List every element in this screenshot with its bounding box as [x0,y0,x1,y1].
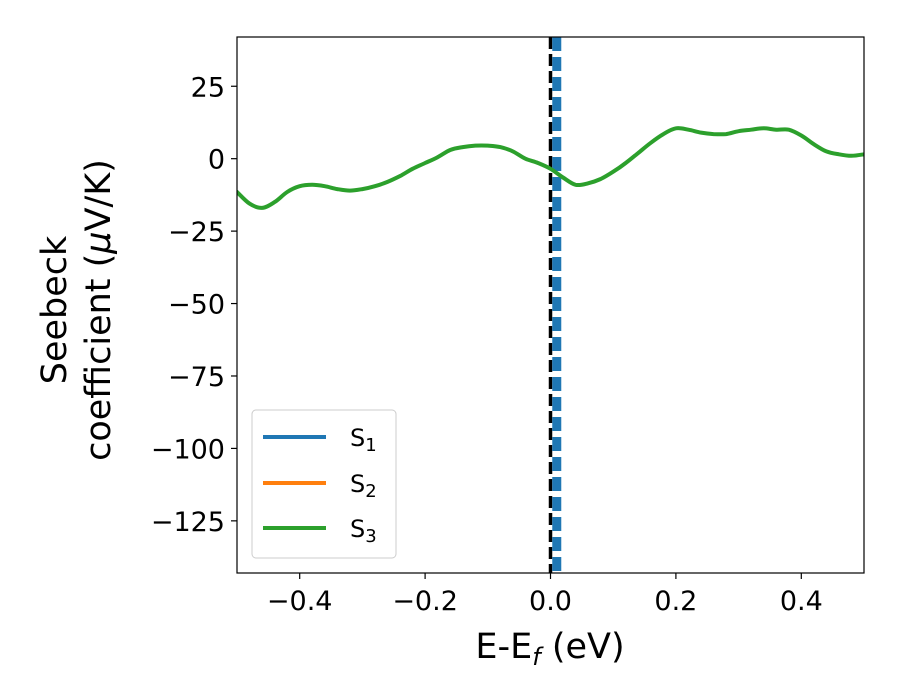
y-tick-label: −50 [168,290,225,321]
legend-label-s1: S1 [350,424,377,456]
legend-label-s2: S2 [350,470,377,502]
x-tick-label: 0.0 [529,586,572,617]
x-axis-ticks: −0.4 −0.2 0.0 0.2 0.4 [267,573,823,617]
x-tick-label: 0.2 [654,586,697,617]
x-axis-label-unit: (eV) [541,627,625,667]
y-axis-label-mu: μ [79,231,119,254]
legend-label-s1-base: S [350,424,365,452]
y-tick-label: 0 [208,145,225,176]
y-axis-label-line1: Seebeck [35,235,75,384]
legend-label-s3-sub: 3 [365,526,376,547]
x-tick-label: −0.2 [392,586,458,617]
series-line-s3 [237,126,864,210]
legend-label-s1-sub: 1 [365,435,376,456]
y-tick-label: −75 [168,362,225,393]
reference-lines [548,37,562,573]
series-lines [237,126,864,210]
legend-label-s2-base: S [350,470,365,498]
y-axis-ticks: 25 0 −25 −50 −75 −100 −125 [151,72,237,538]
legend-label-s2-sub: 2 [365,481,376,502]
legend-label-s3: S3 [350,515,377,547]
legend-label-s3-base: S [350,515,365,543]
x-axis-label: E-Ef (eV) [475,627,624,671]
y-axis-label-unit: V/K) [79,159,119,231]
legend: S1 S2 S3 [251,409,397,559]
y-axis-label-line2: coefficient (μV/K) [79,159,119,461]
y-tick-label: −100 [151,434,225,465]
y-tick-label: 25 [191,72,225,103]
y-tick-label: −25 [168,217,225,248]
legend-item-s3: S3 [263,515,377,547]
x-tick-label: −0.4 [267,586,333,617]
y-axis-label-prefix: coefficient ( [79,254,119,461]
legend-item-s2: S2 [263,470,377,502]
y-tick-label: −125 [151,507,225,538]
y-axis-label: Seebeck coefficient (μV/K) [35,159,119,461]
legend-item-s1: S1 [263,424,377,456]
x-axis-label-main: E-E [475,627,532,667]
x-tick-label: 0.4 [780,586,823,617]
